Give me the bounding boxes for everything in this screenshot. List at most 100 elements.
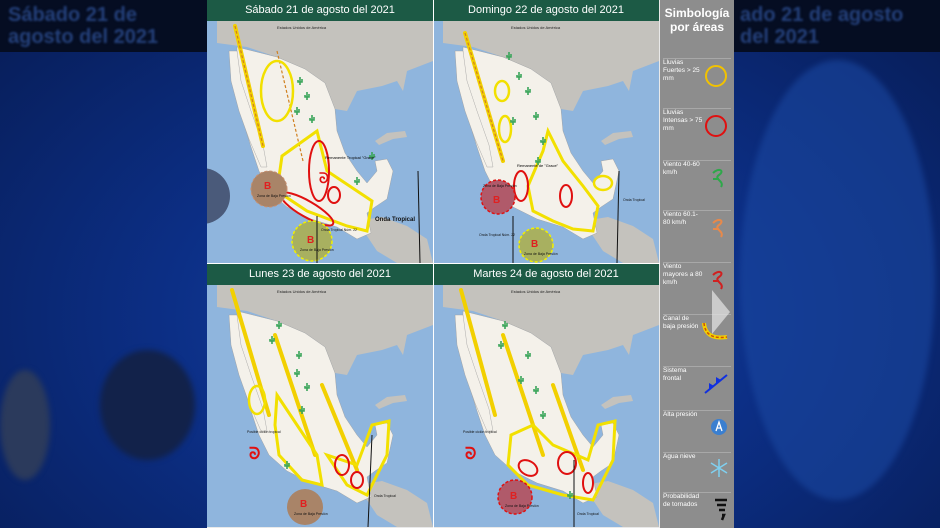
low-pressure-label: Zona de Baja Presión (524, 252, 558, 256)
legend-item-wind-40-60: Viento 40-60 km/h (663, 160, 731, 209)
heavy-rain-area (247, 384, 267, 416)
legend-label: Viento 40-60 km/h (663, 161, 700, 176)
low-pressure-zone (291, 220, 333, 262)
low-pressure-label: Zona de Baja Presión (483, 184, 517, 188)
panel-title: Martes 24 de agosto del 2021 (433, 264, 659, 285)
panel-divider (433, 0, 434, 528)
tropical-cyclone-icon: ᘐ (249, 446, 260, 463)
intense-rain-area (559, 184, 573, 208)
legend-label: Lluvias Fuertes > 25 mm (663, 59, 700, 82)
weather-map: Estados Unidos de América Posible ciclón… (433, 285, 659, 527)
heavy-rain-area (273, 390, 324, 488)
tropical-wave-label: Onda Tropical (375, 217, 415, 223)
low-pressure-zone (497, 479, 533, 515)
low-pressure-b: B (307, 235, 314, 246)
intense-rain-area (517, 459, 539, 477)
legend-item-wind-60-80: Viento 60.1-80 km/h (663, 210, 731, 259)
trough-line (501, 333, 545, 457)
low-pressure-b: B (531, 239, 538, 250)
intense-rain-area (308, 140, 330, 202)
intense-rain-area (582, 472, 594, 494)
tropical-wave-label: Onda Tropical Núm. 22 (321, 228, 357, 232)
trough-dash (464, 32, 504, 162)
tropical-wave-line (417, 170, 421, 263)
legend-item-wind-80: Viento mayores a 80 km/h (663, 262, 731, 313)
cyclone-label: Posible ciclón tropical (463, 430, 497, 434)
legend-label: Canal de baja presión (663, 315, 699, 330)
legend-item-trough: Canal de baja presión (663, 314, 731, 363)
map-panel-sunday: Domingo 22 de agosto del 2021 Estados Un… (433, 0, 659, 263)
tropical-wave-label: Onda Tropical (374, 494, 396, 498)
panel-divider (207, 263, 660, 264)
heavy-rain-area (592, 174, 614, 192)
legend-label: Agua nieve (663, 453, 696, 460)
tornado-icon (715, 498, 727, 521)
tropical-cyclone-icon: ᘐ (465, 446, 476, 463)
remnant-label: Remanente Tropical "Grace" (325, 155, 376, 160)
background-title-right: ado 21 de agosto del 2021 (740, 4, 904, 48)
intense-rain-area (557, 451, 577, 475)
heavy-rain-area (259, 59, 295, 123)
wind-green-icon (712, 168, 723, 188)
red-circle-icon (705, 115, 727, 137)
low-pressure-b: B (510, 491, 517, 502)
cyclone-label: Posible ciclón tropical (247, 430, 281, 434)
country-label: Estados Unidos de América (511, 289, 561, 294)
background-low-pressure (100, 350, 195, 460)
legend-item-heavy-rain: Lluvias Fuertes > 25 mm (663, 58, 731, 107)
trough-line (459, 288, 497, 417)
tropical-wave-line (367, 434, 373, 527)
low-pressure-b: B (493, 195, 500, 206)
trough-icon (702, 322, 728, 340)
legend-item-tornado: Probabilidad de tornados (663, 492, 731, 527)
legend-label: Probabilidad de tornados (663, 493, 700, 508)
heavy-rain-area (526, 126, 600, 233)
forecast-maps: Sábado 21 de agosto del 2021 Estados Uni… (207, 0, 734, 528)
legend-label: Alta presión (663, 411, 698, 418)
legend: Simbología por áreas Lluvias Fuertes > 2… (660, 0, 734, 528)
heavy-rain-area (497, 114, 513, 144)
low-pressure-label: Zona de Baja Presión (294, 512, 328, 516)
intense-rain-area (327, 186, 341, 204)
legend-title-line: por áreas (669, 20, 725, 34)
heavy-rain-area (493, 79, 511, 103)
country-label: Estados Unidos de América (511, 25, 561, 30)
country-label: Estados Unidos de América (277, 25, 327, 30)
panel-title: Domingo 22 de agosto del 2021 (433, 0, 659, 21)
low-pressure-zone (518, 227, 554, 263)
remnant-label: Remanente de "Grace" (517, 163, 559, 168)
map-panel-tuesday: Martes 24 de agosto del 2021 Estados Uni… (433, 264, 659, 527)
legend-label: Viento mayores a 80 km/h (663, 263, 703, 286)
tropical-wave-label: Onda Tropical (577, 512, 599, 516)
heavy-rain-area (323, 419, 391, 498)
tropical-wave-label: Onda Tropical (623, 198, 645, 202)
intense-rain-area (513, 170, 529, 202)
previous-slide-button[interactable] (207, 168, 230, 224)
tropical-remnant-icon: ᘐ (319, 170, 329, 186)
background-title: Sábado 21 de agosto del 2021 (8, 4, 159, 48)
heavy-rain-area (506, 419, 617, 502)
wind-red-icon (712, 270, 723, 290)
wind-orange-icon (712, 218, 723, 238)
tropical-wave-label: Onda Tropical Núm. 22 (479, 233, 515, 237)
legend-item-high-pressure: Alta presión (663, 410, 731, 451)
legend-label: Sistema frontal (663, 367, 687, 382)
intense-rain-area (334, 454, 350, 476)
weather-map: Estados Unidos de América Remanente de "… (433, 21, 659, 263)
weather-map: Estados Unidos de América Posible ciclón… (207, 285, 433, 527)
trough-line (230, 288, 271, 417)
panel-title: Sábado 21 de agosto del 2021 (207, 0, 433, 21)
map-panel-monday: Lunes 23 de agosto del 2021 Estados Unid… (207, 264, 433, 527)
low-pressure-zone (480, 179, 516, 215)
background-nav-circle[interactable] (0, 370, 50, 480)
high-pressure-icon (711, 419, 727, 435)
weather-map: Estados Unidos de América ᘐ Remanente Tr… (207, 21, 433, 263)
low-pressure-zone (287, 489, 323, 525)
next-slide-arrow[interactable] (712, 290, 730, 334)
legend-item-intense-rain: Lluvias Intensas > 75 mm (663, 108, 731, 157)
low-pressure-label: Zona de Baja Presión (505, 504, 539, 508)
legend-label: Lluvias Intensas > 75 mm (663, 109, 703, 132)
heavy-rain-area (275, 128, 374, 233)
yellow-circle-icon (705, 65, 727, 87)
low-pressure-b: B (300, 499, 307, 510)
